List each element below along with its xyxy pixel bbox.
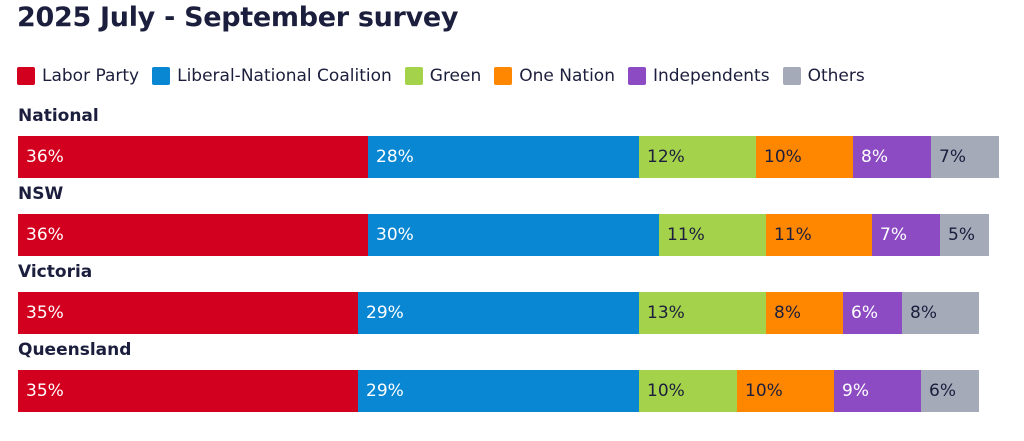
legend-swatch <box>627 67 646 85</box>
bar-queensland-one-nation: 10% <box>737 370 834 412</box>
data-label: 11% <box>667 225 705 245</box>
legend-label: One Nation <box>519 66 615 86</box>
data-label: 9% <box>842 381 869 401</box>
data-label: 10% <box>745 381 783 401</box>
bar-nsw-liberal-national-coalition: 30% <box>368 214 659 256</box>
data-label: 35% <box>26 303 64 323</box>
legend-label: Labor Party <box>42 66 140 86</box>
legend-label: Independents <box>652 66 770 86</box>
bar-queensland-liberal-national-coalition: 29% <box>358 370 639 412</box>
bar-victoria-green: 13% <box>639 292 766 334</box>
data-label: 28% <box>376 147 414 167</box>
data-label: 8% <box>861 147 888 167</box>
bar-queensland-labor-party: 35% <box>18 370 358 412</box>
bar-victoria-others: 8% <box>902 292 979 334</box>
data-label: 12% <box>647 147 685 167</box>
legend-label: Others <box>807 66 865 86</box>
row-label-nsw: NSW <box>18 184 64 204</box>
bar-nsw-labor-party: 36% <box>18 214 368 256</box>
legend-label: Liberal-National Coalition <box>177 66 392 86</box>
bar-national-one-nation: 10% <box>756 136 853 178</box>
data-label: 10% <box>764 147 802 167</box>
legend-swatch <box>152 67 171 85</box>
bar-queensland-green: 10% <box>639 370 737 412</box>
bar-nsw-green: 11% <box>659 214 766 256</box>
row-label-national: National <box>18 106 99 126</box>
bar-queensland-others: 6% <box>921 370 979 412</box>
data-label: 29% <box>366 381 404 401</box>
legend-swatch <box>17 67 35 85</box>
legend-item-one-nation: One Nation <box>494 66 615 86</box>
row-label-queensland: Queensland <box>18 340 132 360</box>
data-label: 10% <box>647 381 685 401</box>
bar-victoria-independents: 6% <box>843 292 902 334</box>
bar-victoria-one-nation: 8% <box>766 292 843 334</box>
legend-swatch <box>404 67 423 85</box>
legend-item-independents: Independents <box>627 66 770 86</box>
data-label: 29% <box>366 303 404 323</box>
legend-item-liberal-national-coalition: Liberal-National Coalition <box>152 66 392 86</box>
data-label: 11% <box>774 225 812 245</box>
row-label-victoria: Victoria <box>18 262 93 282</box>
bar-national-green: 12% <box>639 136 756 178</box>
bar-victoria-liberal-national-coalition: 29% <box>358 292 639 334</box>
bar-nsw-independents: 7% <box>872 214 940 256</box>
legend-label: Green <box>429 66 482 86</box>
bar-national-liberal-national-coalition: 28% <box>368 136 639 178</box>
data-label: 7% <box>880 225 907 245</box>
bar-national-independents: 8% <box>853 136 931 178</box>
data-label: 36% <box>26 147 64 167</box>
bar-queensland-independents: 9% <box>834 370 921 412</box>
data-label: 36% <box>26 225 64 245</box>
data-label: 8% <box>910 303 937 323</box>
data-label: 6% <box>851 303 878 323</box>
bar-nsw-one-nation: 11% <box>766 214 872 256</box>
data-label: 7% <box>939 147 966 167</box>
data-label: 8% <box>774 303 801 323</box>
bar-national-labor-party: 36% <box>18 136 368 178</box>
data-label: 35% <box>26 381 64 401</box>
data-label: 5% <box>948 225 975 245</box>
legend-item-labor-party: Labor Party <box>17 66 139 86</box>
legend-item-others: Others <box>782 66 865 86</box>
data-label: 30% <box>376 225 414 245</box>
legend-swatch <box>782 67 801 85</box>
bar-victoria-labor-party: 35% <box>18 292 358 334</box>
legend-item-green: Green <box>404 66 482 86</box>
data-label: 6% <box>929 381 956 401</box>
bar-nsw-others: 5% <box>940 214 989 256</box>
data-label: 13% <box>647 303 685 323</box>
bar-national-others: 7% <box>931 136 999 178</box>
legend: Labor Party Liberal-National Coalition Gre… <box>17 64 878 88</box>
legend-swatch <box>494 67 513 85</box>
chart-title: 2025 July - September survey <box>17 2 459 33</box>
